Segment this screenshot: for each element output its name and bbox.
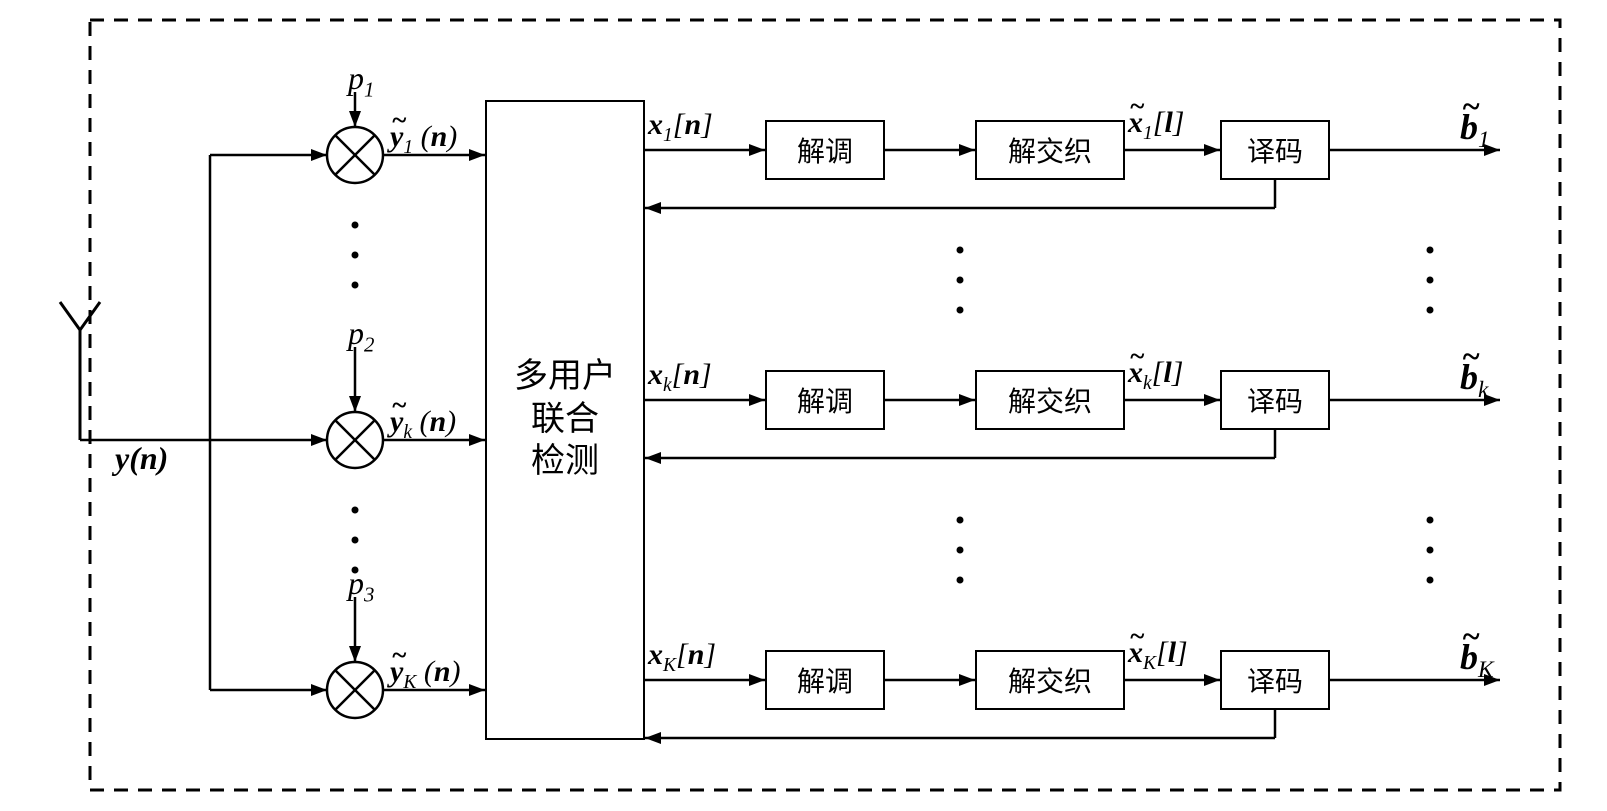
deinterleave-block: 解交织 bbox=[975, 650, 1125, 710]
x-tilde-l-label: xK[l] bbox=[1128, 636, 1188, 675]
b-tilde-label: bK bbox=[1460, 636, 1494, 684]
p-label: p3 bbox=[348, 565, 374, 607]
x-tilde-l-label: x1[l] bbox=[1128, 106, 1184, 145]
x-n-label: xK[n] bbox=[648, 638, 716, 677]
deinterleave-block: 解交织 bbox=[975, 370, 1125, 430]
diagram-canvas: 多用户 联合 检测 y(n) 解调解交织译码x1[n]x1[l]b1解调解交织译… bbox=[0, 0, 1607, 811]
p-label: p1 bbox=[348, 60, 374, 102]
b-tilde-label: b1 bbox=[1460, 106, 1490, 154]
decode-block: 译码 bbox=[1220, 370, 1330, 430]
y-tilde-label: yK (n) bbox=[390, 655, 461, 694]
decode-block: 译码 bbox=[1220, 650, 1330, 710]
x-tilde-l-label: xk[l] bbox=[1128, 356, 1183, 395]
y-tilde-label: y1 (n) bbox=[390, 120, 457, 159]
x-n-label: x1[n] bbox=[648, 108, 713, 147]
demod-block: 解调 bbox=[765, 370, 885, 430]
p-label: p2 bbox=[348, 315, 374, 357]
b-tilde-label: bk bbox=[1460, 356, 1488, 404]
input-label: y(n) bbox=[115, 440, 168, 477]
deinterleave-block: 解交织 bbox=[975, 120, 1125, 180]
decode-block: 译码 bbox=[1220, 120, 1330, 180]
x-n-label: xk[n] bbox=[648, 358, 712, 397]
demod-block: 解调 bbox=[765, 120, 885, 180]
demod-block: 解调 bbox=[765, 650, 885, 710]
y-tilde-label: yk (n) bbox=[390, 405, 456, 444]
